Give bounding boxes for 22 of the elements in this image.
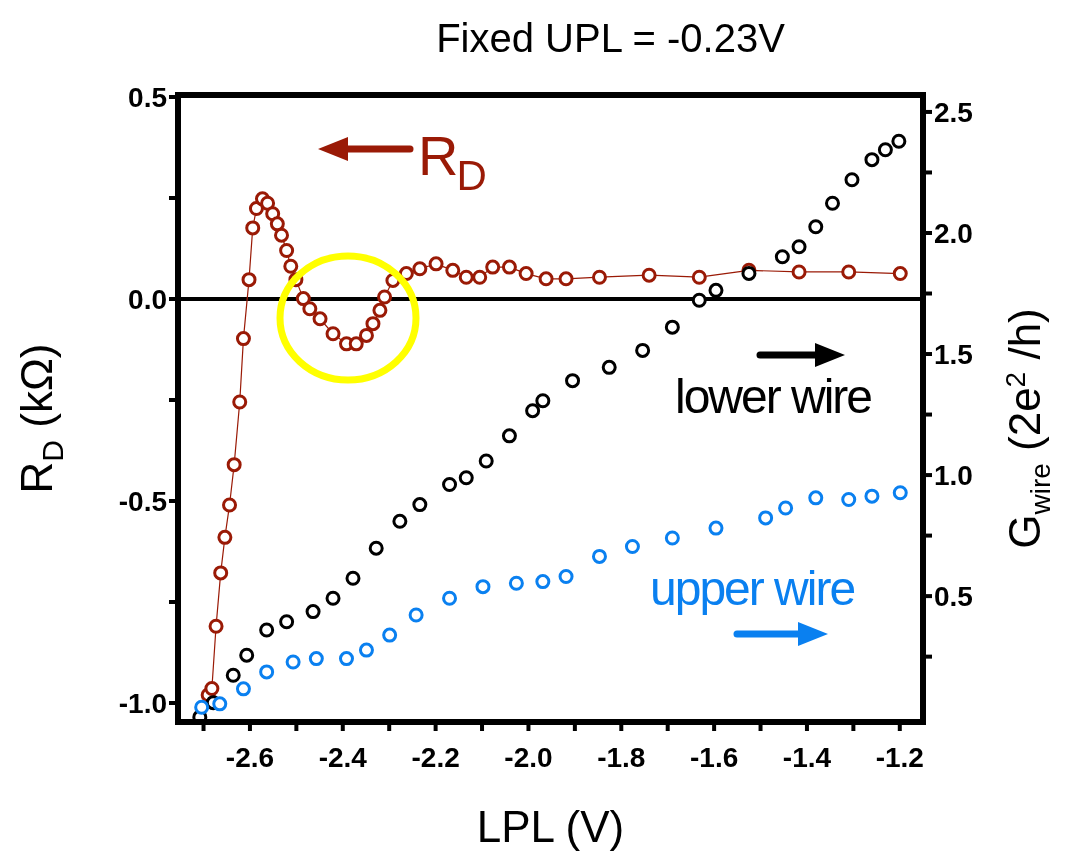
y-tick-label: -1.0 — [118, 687, 167, 719]
legend-label: R$_{D}$ — [418, 124, 486, 199]
series-label: lower wire — [675, 370, 872, 423]
x-tick-label: -1.8 — [597, 741, 646, 773]
y-tick-label: 0.5 — [128, 81, 167, 113]
y-tick-label: -0.5 — [118, 485, 167, 517]
y2-tick-label: 2.0 — [934, 217, 973, 249]
y2-tick-label: 1.5 — [934, 338, 973, 370]
x-tick-label: -1.4 — [782, 741, 832, 773]
x-tick-label: -2.0 — [504, 741, 553, 773]
x-tick-label: -2.2 — [411, 741, 460, 773]
x-tick-label: -2.4 — [318, 741, 368, 773]
x-tick-label: -1.2 — [875, 741, 924, 773]
y-tick-label: 0.0 — [128, 283, 167, 315]
y2-tick-label: 1.0 — [934, 460, 973, 492]
x-axis-title: LPL (V) — [476, 802, 625, 851]
x-tick-label: -2.6 — [225, 741, 275, 773]
x-tick-label: -1.6 — [690, 741, 739, 773]
y2-tick-label: 2.5 — [934, 96, 973, 128]
chart-title: Fixed UPL = -0.23V — [436, 16, 786, 60]
series-label: upper wire — [650, 562, 855, 615]
y2-tick-label: 0.5 — [934, 581, 973, 613]
